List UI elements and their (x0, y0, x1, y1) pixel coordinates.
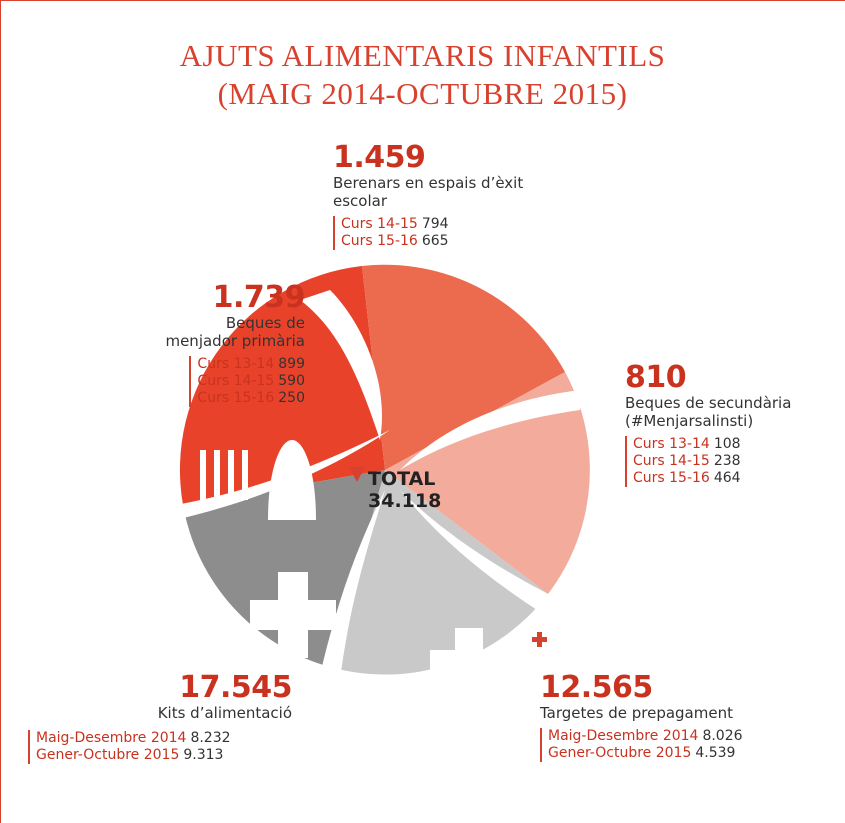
bottle-icon (268, 440, 316, 520)
segment-label: menjador primària (165, 332, 305, 350)
segment-value: 12.565 (540, 670, 653, 705)
segment-label: (#Menjarsalinsti) (625, 412, 754, 430)
item-label: Maig-Desembre 2014 (548, 728, 699, 744)
item-label: Gener-Octubre 2015 (36, 747, 180, 763)
fork-icon (200, 450, 248, 500)
item-row: Curs 15-16 464 (633, 470, 791, 487)
segment-block: 810 Beques de secundària (#Menjarsalinsti)… (625, 362, 791, 487)
cross-icon (250, 572, 336, 658)
segment-label: Kits d’alimentació (157, 704, 292, 722)
segment-value: 1.739 (212, 280, 306, 315)
total-label: TOTAL (368, 468, 436, 490)
item-label: Curs 14-15 (341, 216, 418, 232)
divider (400, 490, 560, 615)
item-row: Gener-Octubre 2015 4.539 (548, 745, 743, 762)
divider (300, 290, 382, 440)
item-row: Curs 13-14 108 (633, 436, 791, 453)
item-value: 8.232 (190, 730, 231, 746)
segment-block: 12.565 Targetes de prepagament Maig-Desemb… (540, 672, 743, 762)
item-row: Maig-Desembre 2014 8.232 (36, 730, 231, 747)
total-value: 34.118 (368, 490, 442, 512)
item-row: Curs 14-15 590 (197, 373, 305, 390)
segment-value: 810 (625, 360, 687, 395)
segment-block: 1.459 Berenars en espais d’èxit escolar Cur… (333, 142, 523, 250)
segment-label: Beques de (225, 314, 305, 332)
segment-label: Berenars en espais d’èxit (333, 174, 524, 192)
segment (362, 264, 565, 470)
item-row: Curs 15-16 250 (197, 390, 305, 407)
divider (400, 390, 580, 470)
divider (320, 490, 385, 680)
item-label: Curs 15-16 (633, 470, 710, 486)
item-value: 899 (278, 356, 305, 372)
segment-items: Maig-Desembre 2014 8.232 Gener-Octubre 201… (28, 730, 231, 764)
item-value: 794 (421, 216, 449, 232)
item-label: Curs 14-15 (197, 373, 275, 389)
item-value: 665 (421, 233, 449, 249)
item-row: Maig-Desembre 2014 8.026 (548, 728, 743, 745)
segment-block: 1.739 Beques de menjador primària Curs 13-1… (165, 282, 305, 407)
title: AJUTS ALIMENTARIS INFANTILS (179, 38, 666, 73)
item-value: 590 (278, 373, 305, 389)
item-label: Curs 13-14 (197, 356, 275, 372)
item-label: Gener-Octubre 2015 (548, 745, 692, 761)
segment-label: escolar (333, 192, 387, 210)
item-label: Curs 14-15 (633, 453, 710, 469)
item-value: 9.313 (183, 747, 224, 763)
title: (MAIG 2014-OCTUBRE 2015) (217, 76, 628, 111)
item-label: Maig-Desembre 2014 (36, 730, 187, 746)
item-value: 8.026 (702, 728, 743, 744)
item-value: 464 (713, 470, 741, 486)
item-label: Curs 15-16 (197, 390, 275, 406)
item-label: Curs 15-16 (341, 233, 418, 249)
segment (385, 372, 590, 594)
segment-value: 1.459 (333, 140, 426, 175)
item-label: Curs 13-14 (633, 436, 710, 452)
segment-items: Curs 14-15 794 Curs 15-16 665 (333, 216, 523, 250)
item-value: 250 (278, 390, 305, 406)
segment (330, 470, 548, 675)
total: TOTAL 34.118 (368, 468, 441, 512)
segment-items: Curs 13-14 899 Curs 14-15 590 Curs 15-16 250 (189, 356, 305, 407)
cross-icon (430, 628, 508, 698)
segment-items-wrap: Maig-Desembre 2014 8.232 Gener-Octubre 201… (28, 724, 231, 764)
item-value: 238 (713, 453, 741, 469)
segment-items: Curs 13-14 108 Curs 14-15 238 Curs 15-16 464 (625, 436, 791, 487)
item-row: Curs 13-14 899 (197, 356, 305, 373)
segment-label: Targetes de prepagament (540, 704, 733, 722)
triangle (349, 467, 365, 482)
segment-items: Maig-Desembre 2014 8.026 Gener-Octubre 201… (540, 728, 743, 762)
item-row: Gener-Octubre 2015 9.313 (36, 747, 231, 764)
item-row: Curs 14-15 794 (341, 216, 523, 233)
item-row: Curs 15-16 665 (341, 233, 523, 250)
item-row: Curs 14-15 238 (633, 453, 791, 470)
item-value: 108 (713, 436, 741, 452)
segment-block: 17.545 Kits d’alimentació (157, 670, 293, 723)
small-cross (532, 632, 547, 647)
segment-value: 17.545 (179, 670, 292, 705)
item-value: 4.539 (695, 745, 736, 761)
segment-label: Beques de secundària (625, 394, 792, 412)
